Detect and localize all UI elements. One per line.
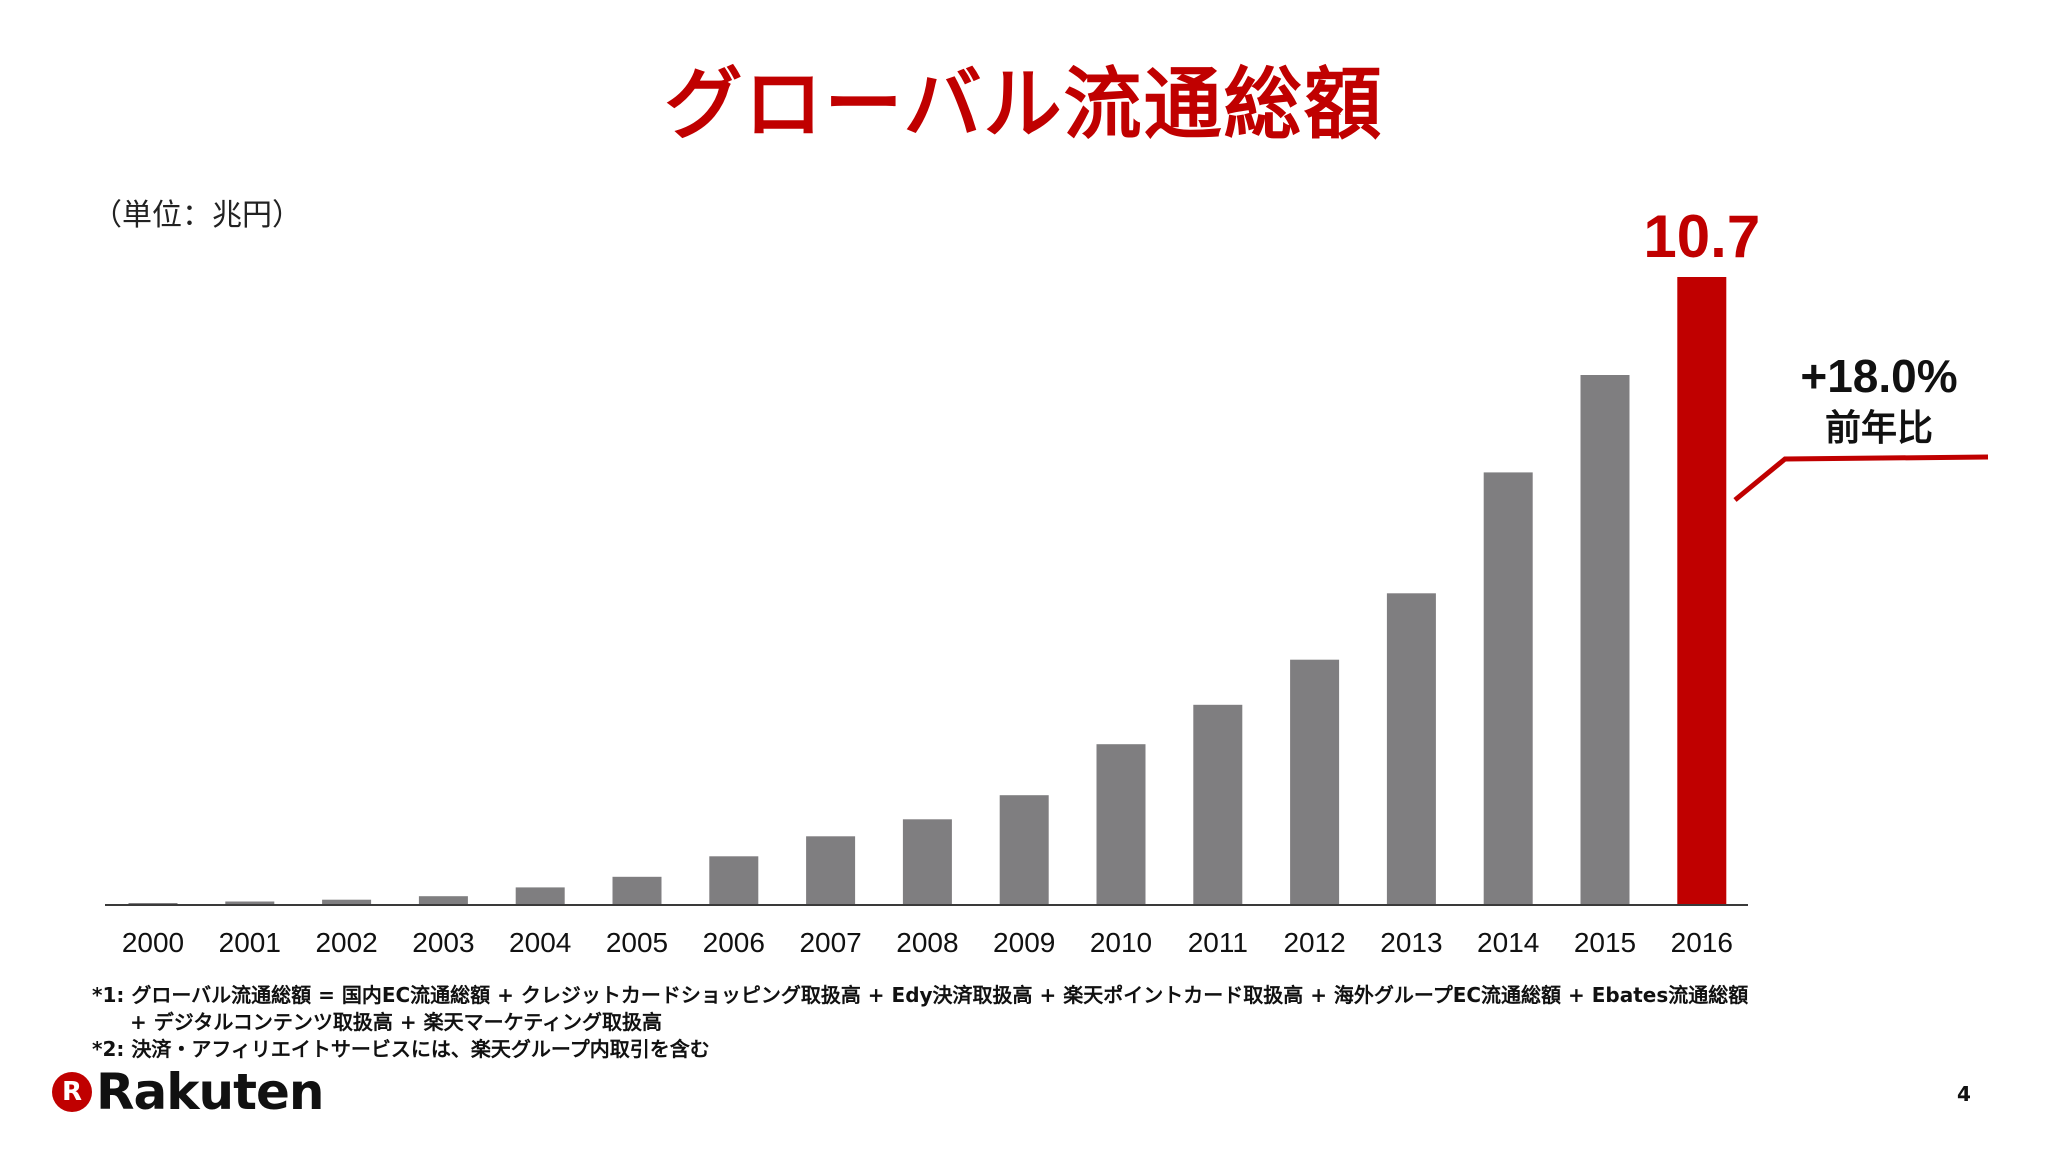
footnote-1: *1: グローバル流通総額 = 国内EC流通総額 + クレジットカードショッピン… bbox=[92, 983, 1749, 1007]
bar-2014 bbox=[1483, 472, 1533, 905]
x-tick-label-2010: 2010 bbox=[1090, 927, 1152, 958]
bar-2012 bbox=[1290, 659, 1340, 905]
bar-2002 bbox=[322, 899, 372, 905]
growth-callout-line bbox=[1733, 454, 1989, 502]
bar-2008 bbox=[902, 819, 952, 905]
bar-2011 bbox=[1193, 704, 1243, 905]
x-tick-label-2014: 2014 bbox=[1477, 927, 1539, 958]
x-tick-label-2013: 2013 bbox=[1380, 927, 1442, 958]
bar-2013 bbox=[1386, 593, 1436, 905]
x-tick-label-2005: 2005 bbox=[606, 927, 668, 958]
highlight-data-label: 10.7 bbox=[1643, 203, 1760, 270]
x-tick-label-2015: 2015 bbox=[1574, 927, 1636, 958]
slide-title: グローバル流通総額 bbox=[664, 60, 1384, 150]
bar-2007 bbox=[806, 836, 856, 905]
x-tick-label-2011: 2011 bbox=[1188, 927, 1248, 958]
x-tick-label-2001: 2001 bbox=[219, 927, 281, 958]
bar-2009 bbox=[999, 795, 1049, 905]
footnotes: *1: グローバル流通総額 = 国内EC流通総額 + クレジットカードショッピン… bbox=[92, 982, 1952, 1063]
bar-2010 bbox=[1096, 744, 1146, 905]
x-tick-label-2002: 2002 bbox=[315, 927, 377, 958]
bar-2001 bbox=[225, 901, 275, 905]
footnote-2: *2: 決済・アフィリエイトサービスには、楽天グループ内取引を含む bbox=[92, 1037, 710, 1061]
rakuten-r-icon: R bbox=[52, 1072, 92, 1112]
bar-2015 bbox=[1580, 375, 1630, 905]
page-number: 4 bbox=[1957, 1082, 1971, 1106]
growth-caption: 前年比 bbox=[1825, 408, 1933, 449]
unit-label: （単位：兆円） bbox=[92, 198, 302, 233]
x-tick-labels: 2000 2001 2002 2003 2004 2005 2006 2007 2008 2009… bbox=[122, 927, 1733, 958]
bars-group bbox=[128, 277, 1727, 905]
bar-2016 bbox=[1677, 277, 1727, 905]
x-tick-label-2008: 2008 bbox=[896, 927, 958, 958]
x-tick-label-2003: 2003 bbox=[412, 927, 474, 958]
x-tick-label-2006: 2006 bbox=[703, 927, 765, 958]
x-tick-label-2007: 2007 bbox=[799, 927, 861, 958]
rakuten-logo: R Rakuten bbox=[52, 1062, 324, 1122]
bar-2005 bbox=[612, 876, 662, 905]
x-tick-label-2009: 2009 bbox=[993, 927, 1055, 958]
bar-2006 bbox=[709, 856, 759, 905]
footnote-1-continued: + デジタルコンテンツ取扱高 + 楽天マーケティング取扱高 bbox=[130, 1010, 663, 1034]
brand-name: Rakuten bbox=[96, 1063, 324, 1121]
x-tick-label-2012: 2012 bbox=[1283, 927, 1345, 958]
bar-2004 bbox=[515, 887, 565, 905]
x-tick-label-2004: 2004 bbox=[509, 927, 571, 958]
growth-label: +18.0% bbox=[1800, 350, 1957, 402]
bar-2003 bbox=[418, 896, 468, 905]
x-tick-label-2000: 2000 bbox=[122, 927, 184, 958]
x-tick-label-2016: 2016 bbox=[1671, 927, 1733, 958]
